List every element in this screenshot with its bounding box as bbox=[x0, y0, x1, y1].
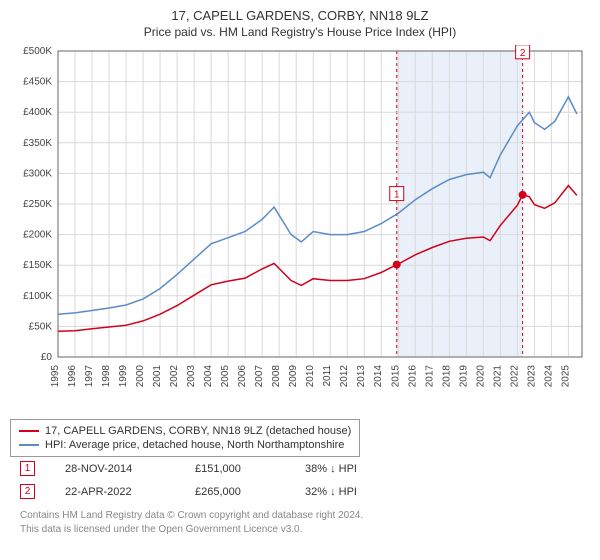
svg-text:£450K: £450K bbox=[23, 77, 52, 88]
svg-text:2011: 2011 bbox=[322, 365, 333, 387]
svg-text:£400K: £400K bbox=[23, 107, 52, 118]
svg-text:1995: 1995 bbox=[50, 365, 61, 388]
svg-text:£200K: £200K bbox=[23, 230, 52, 241]
svg-text:2021: 2021 bbox=[492, 365, 503, 388]
sale-date: 22-APR-2022 bbox=[65, 486, 165, 498]
chart-svg: £0 £50K £100K £150K £200K £250K £300K £350K £400… bbox=[10, 45, 590, 415]
svg-text:1997: 1997 bbox=[84, 365, 95, 388]
svg-text:2010: 2010 bbox=[305, 365, 316, 388]
svg-text:2009: 2009 bbox=[288, 365, 299, 388]
legend-item: 17, CAPELL GARDENS, CORBY, NN18 9LZ (det… bbox=[19, 424, 351, 438]
svg-text:£150K: £150K bbox=[23, 260, 52, 271]
svg-text:2000: 2000 bbox=[135, 365, 146, 388]
svg-text:2014: 2014 bbox=[373, 365, 384, 388]
legend-label: 17, CAPELL GARDENS, CORBY, NN18 9LZ (det… bbox=[45, 425, 351, 437]
title: 17, CAPELL GARDENS, CORBY, NN18 9LZ bbox=[10, 8, 590, 23]
svg-text:2005: 2005 bbox=[220, 365, 231, 388]
svg-text:£100K: £100K bbox=[23, 291, 52, 302]
svg-text:£500K: £500K bbox=[23, 46, 52, 57]
sale-delta: 32% ↓ HPI bbox=[305, 486, 357, 498]
svg-text:2004: 2004 bbox=[203, 365, 214, 388]
svg-text:2022: 2022 bbox=[509, 365, 520, 388]
svg-text:2012: 2012 bbox=[339, 365, 350, 388]
svg-text:1998: 1998 bbox=[101, 365, 112, 388]
svg-text:£50K: £50K bbox=[29, 321, 53, 332]
svg-text:2016: 2016 bbox=[407, 365, 418, 388]
svg-text:2018: 2018 bbox=[441, 365, 452, 388]
legend-label: HPI: Average price, detached house, Nort… bbox=[45, 439, 344, 451]
credit-line: This data is licensed under the Open Gov… bbox=[20, 523, 586, 537]
svg-text:£300K: £300K bbox=[23, 168, 52, 179]
credit: Contains HM Land Registry data © Crown c… bbox=[10, 503, 590, 536]
svg-text:£350K: £350K bbox=[23, 138, 52, 149]
credit-line: Contains HM Land Registry data © Crown c… bbox=[20, 509, 586, 523]
svg-text:1: 1 bbox=[394, 190, 400, 201]
svg-text:2025: 2025 bbox=[560, 365, 571, 388]
sale-marker-icon: 2 bbox=[20, 484, 35, 499]
sale-row: 2 22-APR-2022 £265,000 32% ↓ HPI bbox=[10, 480, 590, 503]
svg-text:2023: 2023 bbox=[526, 365, 537, 388]
legend-swatch bbox=[19, 430, 39, 432]
sale-date: 28-NOV-2014 bbox=[65, 463, 165, 475]
svg-text:2019: 2019 bbox=[458, 365, 469, 388]
subtitle: Price paid vs. HM Land Registry's House … bbox=[10, 25, 590, 39]
svg-text:2008: 2008 bbox=[271, 365, 282, 388]
svg-text:2007: 2007 bbox=[254, 365, 265, 388]
svg-text:2003: 2003 bbox=[186, 365, 197, 388]
svg-text:2006: 2006 bbox=[237, 365, 248, 388]
sale-price: £151,000 bbox=[195, 463, 275, 475]
svg-text:2015: 2015 bbox=[390, 365, 401, 388]
svg-text:2013: 2013 bbox=[356, 365, 367, 388]
sale-delta: 38% ↓ HPI bbox=[305, 463, 357, 475]
svg-text:2: 2 bbox=[520, 48, 526, 59]
sale-marker-icon: 1 bbox=[20, 461, 35, 476]
legend-item: HPI: Average price, detached house, Nort… bbox=[19, 438, 351, 452]
legend: 17, CAPELL GARDENS, CORBY, NN18 9LZ (det… bbox=[10, 419, 360, 457]
svg-text:2001: 2001 bbox=[152, 365, 163, 388]
svg-text:2017: 2017 bbox=[424, 365, 435, 388]
svg-text:1996: 1996 bbox=[67, 365, 78, 388]
svg-text:2020: 2020 bbox=[475, 365, 486, 388]
root: 17, CAPELL GARDENS, CORBY, NN18 9LZ Pric… bbox=[0, 0, 600, 560]
svg-text:2002: 2002 bbox=[169, 365, 180, 388]
chart: £0 £50K £100K £150K £200K £250K £300K £350K £400… bbox=[10, 45, 590, 415]
svg-text:£0: £0 bbox=[41, 352, 53, 363]
sales-table: 1 28-NOV-2014 £151,000 38% ↓ HPI 2 22-APR-202… bbox=[10, 457, 590, 503]
svg-text:1999: 1999 bbox=[118, 365, 129, 388]
sale-price: £265,000 bbox=[195, 486, 275, 498]
sale-row: 1 28-NOV-2014 £151,000 38% ↓ HPI bbox=[10, 457, 590, 480]
svg-text:£250K: £250K bbox=[23, 199, 52, 210]
svg-text:2024: 2024 bbox=[543, 365, 554, 388]
legend-swatch bbox=[19, 444, 39, 446]
